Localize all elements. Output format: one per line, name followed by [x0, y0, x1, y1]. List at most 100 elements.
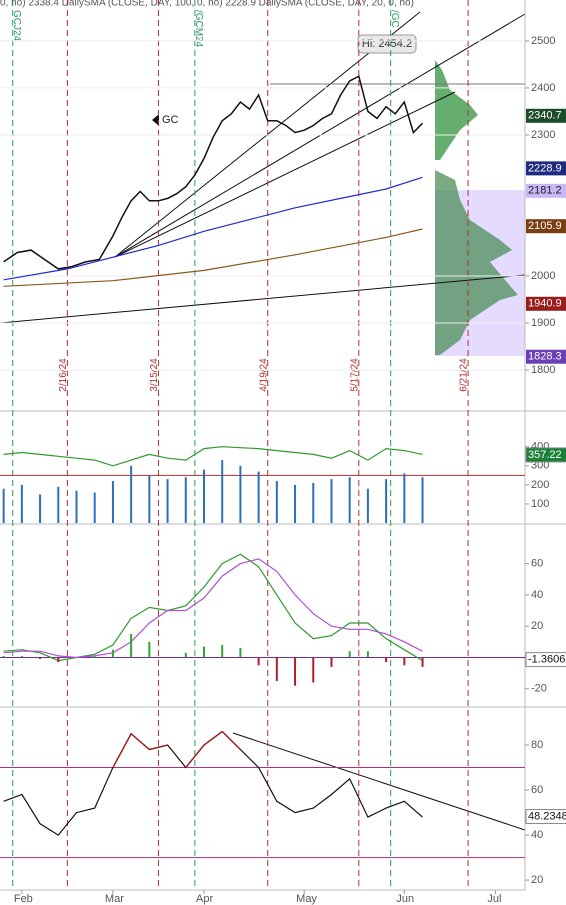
x-tick-label: Jul	[487, 893, 501, 905]
histogram-bar	[221, 644, 224, 658]
annotation: Hi: 2454.2	[362, 38, 412, 50]
bar	[20, 484, 23, 523]
histogram-bar	[257, 657, 260, 666]
y-tick-label: 300	[531, 460, 549, 472]
histogram-bar	[275, 657, 278, 681]
bar	[348, 477, 351, 523]
histogram-bar	[385, 657, 388, 663]
date-label: 3/15/24	[149, 358, 160, 392]
overbought-segment	[112, 733, 132, 768]
histogram-bar	[111, 649, 114, 658]
last-value: 48.2348	[528, 810, 566, 822]
series-line	[3, 553, 423, 662]
y-tick-label: 1900	[531, 317, 555, 329]
bar	[93, 492, 96, 523]
overbought-segment	[149, 744, 168, 751]
bar	[2, 488, 5, 523]
series-line	[3, 228, 423, 287]
y-tick-label: 20	[531, 874, 543, 886]
trend-line	[114, 13, 526, 258]
trend-line	[232, 732, 526, 831]
bar	[403, 473, 406, 523]
histogram-bar	[294, 657, 297, 686]
price-label-box	[526, 183, 566, 198]
histogram-bar	[202, 646, 205, 658]
bar	[57, 486, 60, 523]
contract-label: /GCM24	[193, 10, 204, 48]
bar	[166, 479, 169, 523]
bar	[75, 490, 78, 523]
date-label: 5/17/24	[349, 358, 360, 392]
y-tick-label: 2500	[531, 35, 555, 47]
trend-line	[114, 91, 456, 258]
price-label: 1940.9	[528, 298, 562, 310]
bar	[184, 477, 187, 523]
price-label: 1828.3	[528, 351, 562, 363]
bar	[130, 465, 133, 523]
price-label-box	[526, 349, 566, 364]
bar	[257, 471, 260, 523]
series-line	[3, 446, 423, 467]
bar	[312, 482, 315, 523]
bar	[366, 488, 369, 523]
y-tick-label: 80	[531, 739, 543, 751]
overbought-segment	[221, 731, 241, 751]
x-tick-label: May	[296, 893, 317, 905]
histogram-bar	[312, 657, 315, 683]
price-label-box	[526, 219, 566, 234]
price-label: 2105.9	[528, 220, 562, 232]
last-value: -1.3606	[528, 654, 565, 666]
histogram-bar	[39, 657, 42, 660]
histogram-bar	[403, 657, 406, 666]
last-value-box	[525, 652, 566, 668]
histogram-bar	[348, 651, 351, 658]
price-label-box	[526, 108, 566, 123]
y-tick-label: 20	[531, 620, 543, 632]
histogram-bar	[148, 641, 151, 658]
histogram-bar	[57, 657, 60, 663]
price-label: 2181.2	[528, 185, 562, 197]
symbol-marker	[152, 114, 159, 126]
last-value-box	[525, 447, 566, 463]
y-tick-label: 1800	[531, 364, 555, 376]
last-value: 357.22	[528, 449, 562, 461]
annotation-box	[357, 34, 417, 54]
x-tick-label: Jun	[396, 893, 414, 905]
volume-profile	[435, 170, 518, 355]
last-value-box	[525, 809, 566, 825]
bar	[385, 479, 388, 523]
y-tick-label: 40	[531, 589, 543, 601]
y-tick-label: 60	[531, 557, 543, 569]
bar	[221, 460, 224, 523]
histogram-bar	[130, 634, 133, 658]
price-label: 2340.7	[528, 110, 562, 122]
contract-label: GCJ24	[11, 10, 22, 42]
series-line	[3, 75, 424, 270]
bar	[294, 484, 297, 523]
bar	[202, 469, 205, 523]
bar	[111, 481, 114, 523]
y-tick-label: 2300	[531, 129, 555, 141]
contract-label: /GC	[389, 10, 400, 28]
symbol-label: GC	[162, 114, 179, 126]
y-tick-label: 200	[531, 479, 549, 491]
x-tick-label: Mar	[105, 893, 124, 905]
date-label: 6/21/24	[459, 358, 470, 392]
histogram-bar	[239, 648, 242, 658]
x-tick-label: Apr	[196, 893, 213, 905]
histogram-bar	[366, 651, 369, 658]
histogram-bar	[421, 657, 424, 667]
bar	[421, 477, 424, 523]
y-tick-label: 2000	[531, 270, 555, 282]
overbought-segment	[185, 744, 205, 768]
bar	[39, 494, 42, 523]
x-tick-label: Feb	[14, 893, 33, 905]
price-label-box	[526, 161, 566, 176]
date-label: 2/16/24	[58, 358, 69, 392]
bar	[239, 465, 242, 523]
histogram-bar	[20, 655, 23, 658]
series-line	[3, 176, 423, 281]
histogram-bar	[184, 652, 187, 658]
